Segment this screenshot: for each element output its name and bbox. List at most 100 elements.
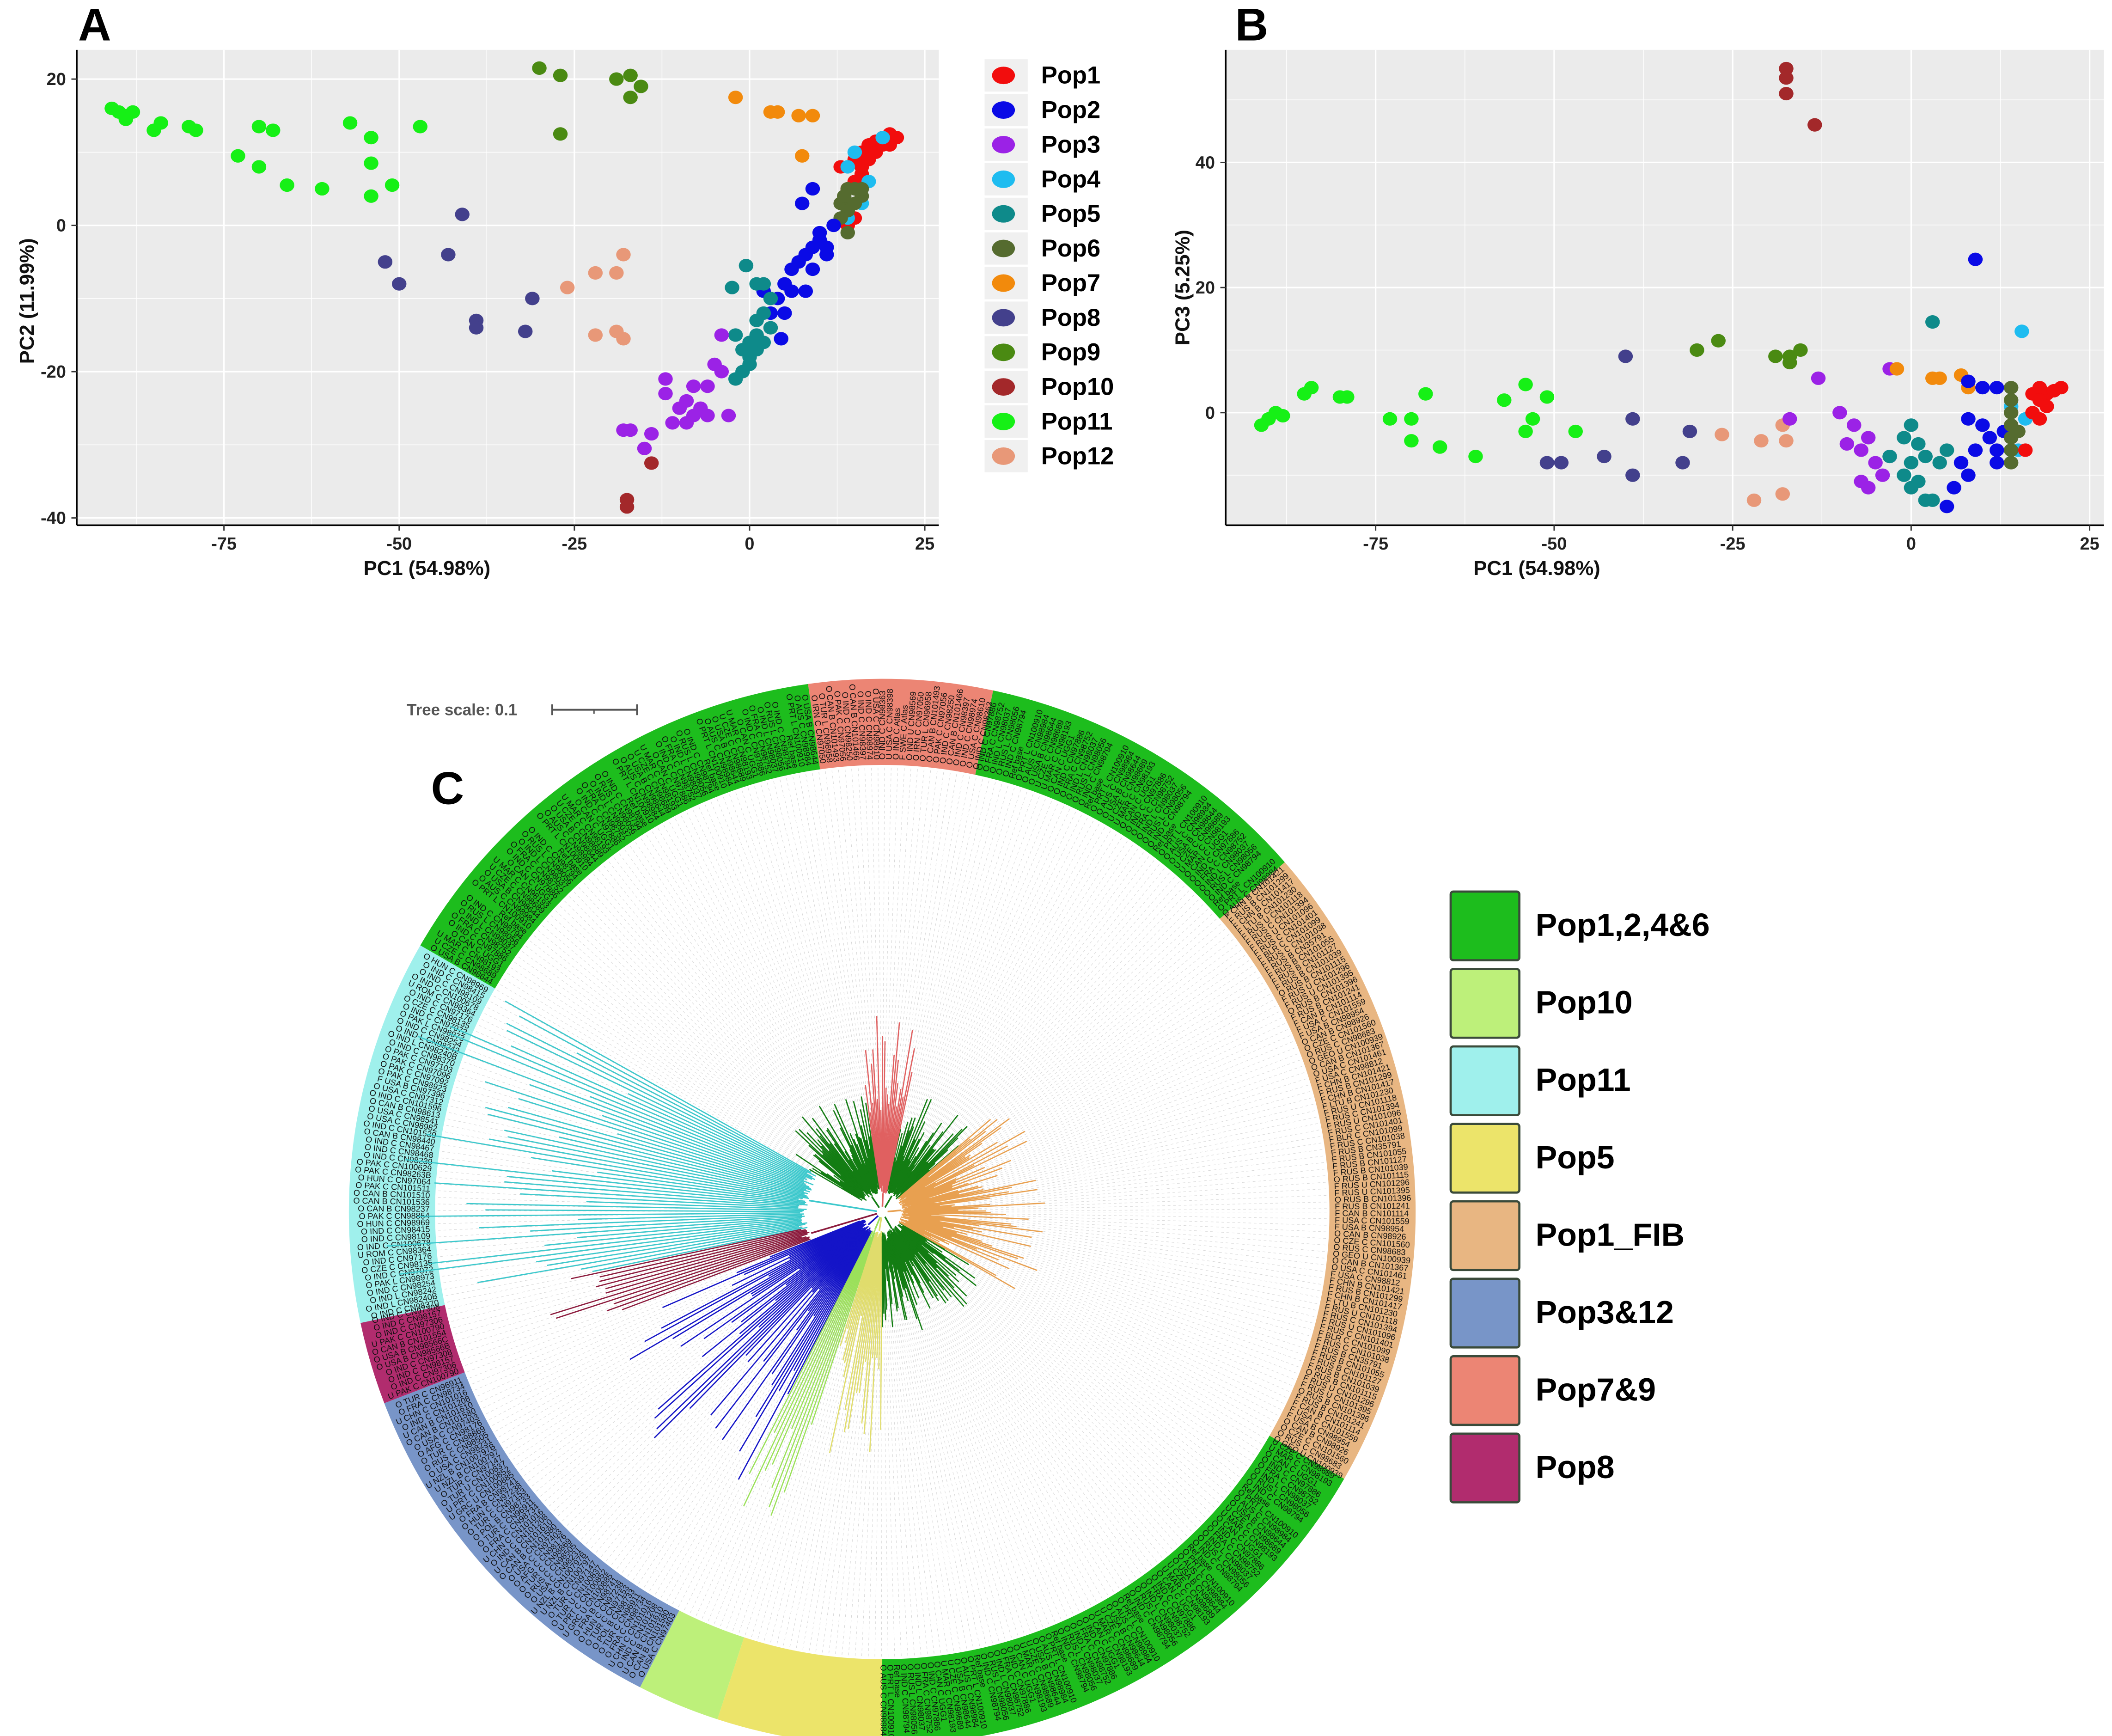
leaf-guide [881, 1293, 883, 1657]
leaf-guide [739, 1288, 857, 1633]
legend-marker [992, 67, 1015, 85]
data-point [686, 409, 701, 422]
branch [571, 1229, 801, 1279]
legend-label: Pop1 [1041, 62, 1100, 89]
leaf-guide [842, 1292, 875, 1655]
branch [771, 1229, 876, 1488]
data-point [2032, 412, 2047, 426]
data-point [1861, 431, 1876, 445]
leaf-guide [953, 1000, 1273, 1174]
leaf-guide [954, 1011, 1279, 1176]
clade-segment-pop1-2-4-6 [975, 690, 1285, 919]
branch [519, 1015, 816, 1177]
leaf-guide [799, 775, 867, 1133]
tree-legend-item-pop8: Pop8 [1449, 1432, 1615, 1504]
panel-label-c: C [431, 763, 464, 814]
leaf-guide [907, 789, 1021, 1136]
branch [405, 1159, 805, 1204]
branch [477, 1226, 800, 1284]
leaf-guide [955, 1023, 1285, 1178]
clade-color-ring [348, 679, 1416, 1736]
branch [504, 1181, 800, 1206]
legend-item-pop12: Pop12 [984, 440, 1114, 472]
leaf-guide [555, 911, 823, 1158]
leaf-guide [963, 1175, 1325, 1206]
branch [613, 1236, 810, 1305]
data-point [1953, 456, 1969, 470]
branch [884, 1060, 899, 1193]
branch [791, 1232, 874, 1429]
leaf-guide [579, 887, 828, 1154]
branch [801, 1116, 867, 1194]
leaf-guide [868, 1293, 880, 1657]
data-point [770, 105, 785, 119]
leaf-guide [723, 797, 854, 1137]
data-point [1404, 434, 1419, 448]
x-tick-label: -25 [1720, 534, 1746, 554]
legend-item-pop9: Pop9 [984, 336, 1100, 369]
data-point [725, 281, 739, 294]
tree-scale-label: Tree scale: 0.1 [407, 701, 517, 719]
y-axis-title: PC2 (11.99%) [16, 238, 38, 364]
panel-a-pc1-pc2-scatter: A -75 -50 -25 0 25 -40 -20 0 20 PC1 (54.98%) PC2… [16, 0, 939, 580]
data-point [728, 372, 743, 386]
branch [902, 1128, 963, 1192]
leaf-guide [641, 838, 839, 1144]
leaf-guide [845, 769, 876, 1132]
tree-legend-swatch [1449, 890, 1520, 961]
y-tick-label: 0 [1205, 403, 1215, 423]
series-pop5 [725, 259, 778, 386]
leaf-guide [924, 834, 1117, 1144]
leaf-guide [903, 782, 996, 1134]
branch [795, 1130, 864, 1195]
leaf-guide [675, 819, 845, 1141]
data-point [763, 321, 778, 335]
branch [599, 1230, 807, 1282]
leaf-guide [923, 831, 1111, 1143]
legend-label: Pop8 [1041, 305, 1100, 331]
branch [844, 1232, 878, 1363]
leaf-guide [936, 1271, 1182, 1540]
leaf-guide [581, 1271, 828, 1540]
branch [906, 1140, 1027, 1201]
data-point [714, 328, 729, 342]
leaf-guide [952, 1253, 1265, 1439]
legend-item-pop2: Pop2 [984, 94, 1100, 127]
branch [904, 1189, 1038, 1210]
branch [900, 1218, 1038, 1271]
leaf-guide [903, 1290, 999, 1641]
leaf-guide [658, 828, 842, 1143]
gridlines [1226, 49, 2104, 526]
data-point [847, 145, 862, 159]
legend-item-pop10: Pop10 [984, 371, 1114, 403]
data-point [644, 456, 659, 470]
data-point [1518, 424, 1533, 438]
leaf-guide [940, 899, 1199, 1155]
leaf-guide [916, 809, 1070, 1139]
clade-segment-pop10 [640, 1610, 745, 1719]
leaf-guide [874, 1293, 881, 1657]
branch-group-pop8 [550, 1213, 878, 1319]
leaf-guide [614, 857, 834, 1148]
leaf-guide [693, 810, 848, 1139]
data-point [1597, 449, 1611, 464]
branch [485, 1081, 811, 1190]
legend-label: Pop4 [1041, 166, 1100, 193]
leaf-guide [899, 1290, 980, 1646]
leaf-guide [926, 1279, 1125, 1585]
leaf-guide [905, 786, 1008, 1135]
branch [507, 1176, 808, 1206]
leaf-guide [906, 1289, 1018, 1636]
leaf-guide [480, 1246, 810, 1402]
leaf-guide [741, 790, 857, 1136]
branch [622, 1238, 811, 1311]
tree-legend-swatch [1449, 1200, 1520, 1271]
data-point [1932, 371, 1947, 385]
data-point [616, 248, 631, 262]
data-point [840, 226, 855, 239]
leaf-guide [957, 1041, 1293, 1181]
leaf-label: O CAN B CN101536 [353, 1196, 430, 1207]
clade-segment-pop3-12 [384, 1372, 679, 1687]
leaf-label: F RUS B CN101241 [1335, 1201, 1410, 1211]
leaf-guide [962, 1143, 1322, 1200]
